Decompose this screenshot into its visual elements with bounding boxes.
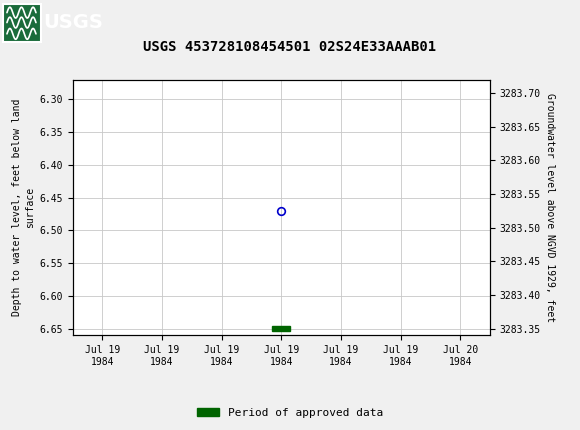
Legend: Period of approved data: Period of approved data [193, 403, 387, 422]
Y-axis label: Depth to water level, feet below land
surface: Depth to water level, feet below land su… [12, 99, 35, 316]
Bar [273, 326, 290, 331]
FancyBboxPatch shape [3, 3, 41, 42]
Text: USGS: USGS [44, 13, 103, 32]
Bar [3, 3, 41, 42]
Text: USGS 453728108454501 02S24E33AAAB01: USGS 453728108454501 02S24E33AAAB01 [143, 40, 437, 54]
Y-axis label: Groundwater level above NGVD 1929, feet: Groundwater level above NGVD 1929, feet [545, 93, 555, 322]
